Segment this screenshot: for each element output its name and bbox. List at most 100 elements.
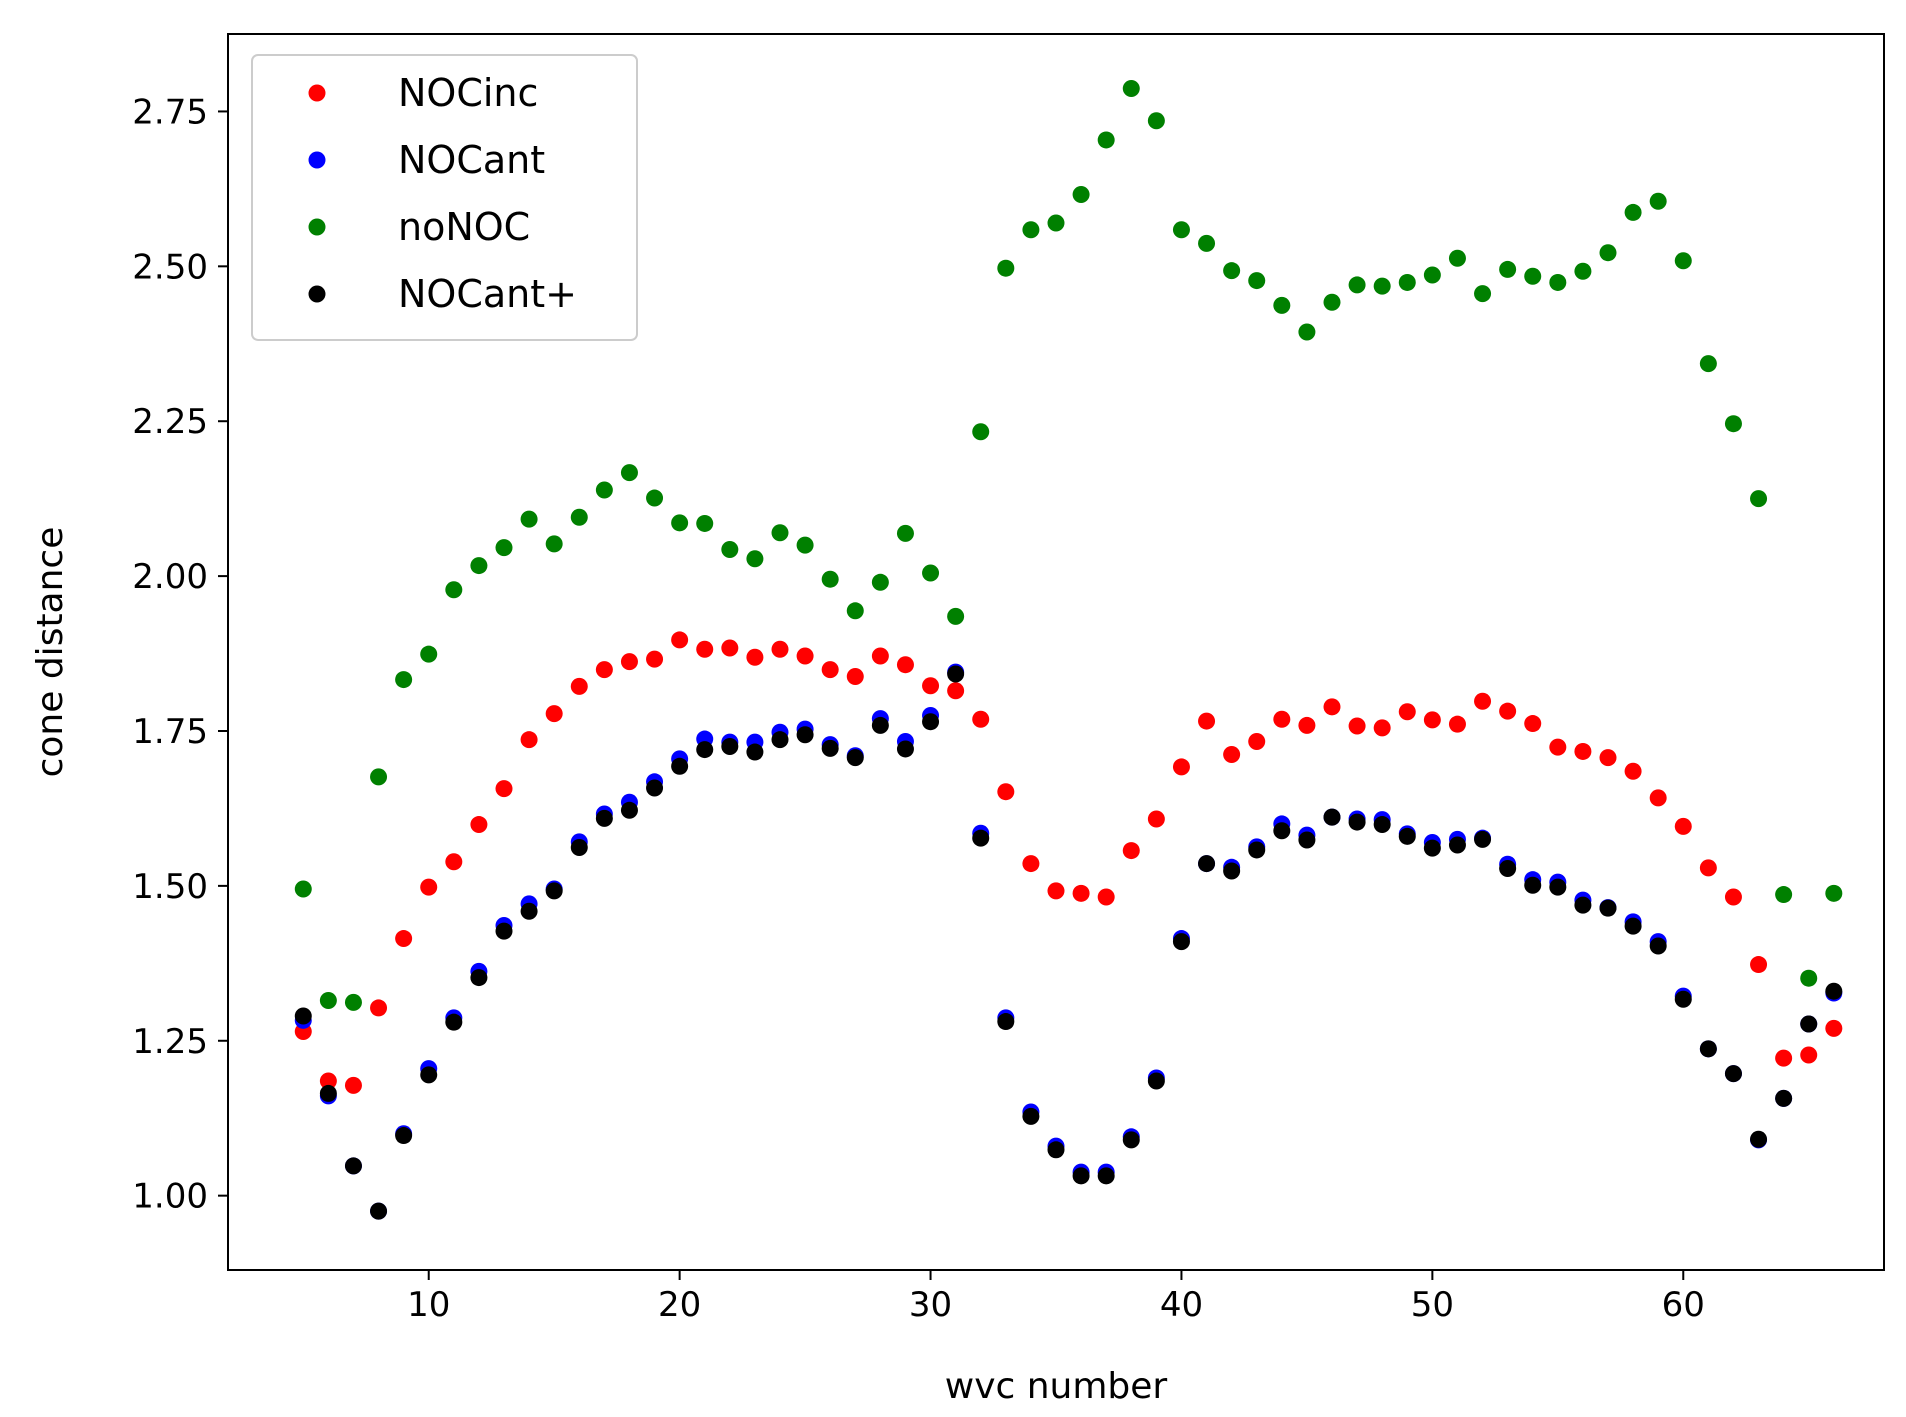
x-tick-label: 20 [658, 1285, 701, 1325]
data-point [1172, 758, 1190, 776]
data-point [445, 581, 463, 599]
data-point [1248, 841, 1266, 859]
data-point [545, 882, 563, 900]
data-point [1574, 896, 1592, 914]
series-NOCinc [294, 631, 1843, 1094]
data-point [1273, 710, 1291, 728]
data-point [1825, 884, 1843, 902]
legend-marker [308, 218, 326, 236]
data-point [1724, 1065, 1742, 1083]
data-point [896, 524, 914, 542]
data-point [1624, 762, 1642, 780]
data-point [1097, 131, 1115, 149]
data-point [1373, 719, 1391, 737]
data-point [520, 902, 538, 920]
legend-label: NOCant+ [398, 272, 577, 316]
x-tick-label: 10 [407, 1285, 450, 1325]
data-point [1223, 862, 1241, 880]
data-point [1298, 716, 1316, 734]
data-point [1649, 192, 1667, 210]
data-point [871, 573, 889, 591]
data-point [846, 667, 864, 685]
data-point [1273, 822, 1291, 840]
data-point [796, 536, 814, 554]
data-point [1047, 882, 1065, 900]
data-point [646, 650, 664, 668]
series-noNOC [294, 80, 1843, 1011]
data-point [595, 481, 613, 499]
data-point [1323, 293, 1341, 311]
data-point [1524, 715, 1542, 733]
data-point [520, 510, 538, 528]
data-point [395, 671, 413, 689]
data-point [721, 540, 739, 558]
data-point [1750, 490, 1768, 508]
data-point [972, 423, 990, 441]
x-tick-label: 60 [1662, 1285, 1705, 1325]
data-point [1122, 1131, 1140, 1149]
data-point [1524, 876, 1542, 894]
data-point [1072, 1167, 1090, 1185]
legend: NOCinc NOCant noNOC NOCant+ [251, 54, 638, 341]
data-point [1323, 698, 1341, 716]
data-point [1549, 738, 1567, 756]
data-point [395, 1127, 413, 1145]
data-point [470, 557, 488, 575]
data-point [420, 645, 438, 663]
data-point [721, 639, 739, 657]
data-point [771, 731, 789, 749]
legend-marker [308, 151, 326, 169]
data-point [445, 1013, 463, 1031]
data-point [922, 564, 940, 582]
data-point [545, 535, 563, 553]
data-point [1298, 323, 1316, 341]
data-point [796, 647, 814, 665]
data-point [344, 1076, 362, 1094]
data-point [771, 524, 789, 542]
data-point [1674, 990, 1692, 1008]
data-point [821, 570, 839, 588]
data-point [1348, 813, 1366, 831]
data-point [1298, 831, 1316, 849]
data-point [1022, 221, 1040, 239]
data-point [1549, 878, 1567, 896]
data-point [922, 713, 940, 731]
data-point [1750, 956, 1768, 974]
data-point [1172, 933, 1190, 951]
data-point [1524, 267, 1542, 285]
data-point [620, 653, 638, 671]
data-point [796, 726, 814, 744]
data-point [746, 648, 764, 666]
data-point [1699, 355, 1717, 373]
data-point [1248, 272, 1266, 290]
legend-label: NOCant [398, 138, 545, 182]
y-tick-label: 2.25 [132, 402, 208, 442]
data-point [871, 716, 889, 734]
data-point [1724, 415, 1742, 433]
data-point [570, 508, 588, 526]
data-point [1423, 839, 1441, 857]
y-tick-label: 1.25 [132, 1022, 208, 1062]
data-point [294, 1007, 312, 1025]
legend-box [251, 54, 638, 341]
data-point [319, 991, 337, 1009]
data-point [1398, 827, 1416, 845]
data-point [1825, 1019, 1843, 1037]
data-point [1097, 888, 1115, 906]
data-point [1724, 888, 1742, 906]
data-point [470, 969, 488, 987]
data-point [495, 539, 513, 557]
data-point [1649, 937, 1667, 955]
data-point [821, 661, 839, 679]
data-point [1147, 1072, 1165, 1090]
x-axis-label: wvc number [945, 1366, 1168, 1407]
y-tick-label: 2.00 [132, 557, 208, 597]
data-point [1499, 260, 1517, 278]
data-point [319, 1084, 337, 1102]
data-point [370, 768, 388, 786]
data-point [1047, 214, 1065, 232]
data-point [972, 710, 990, 728]
data-point [520, 731, 538, 749]
data-point [671, 757, 689, 775]
data-point [1198, 855, 1216, 873]
